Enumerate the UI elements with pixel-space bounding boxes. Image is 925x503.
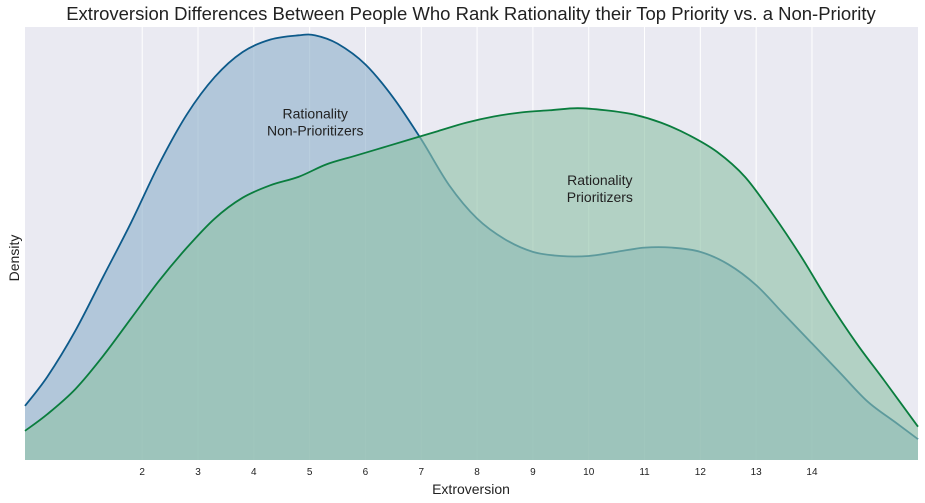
series-1-label: Rationality Prioritizers [567, 172, 633, 205]
series-0-label: Rationality Non-Prioritizers [267, 106, 363, 139]
annotations: Rationality Non-Prioritizers Rationality Pr… [267, 106, 633, 206]
x-tick-12: 12 [695, 467, 707, 478]
x-tick-11: 11 [639, 467, 650, 478]
x-tick-labels: 2 3 4 5 6 7 8 9 10 11 12 13 14 [139, 467, 818, 478]
x-tick-4: 4 [251, 467, 257, 478]
chart-title: Extroversion Differences Between People … [66, 3, 876, 24]
x-tick-2: 2 [139, 467, 145, 478]
x-axis-label: Extroversion [432, 481, 510, 497]
x-tick-9: 9 [530, 467, 536, 478]
y-axis-label: Density [6, 235, 22, 282]
series-1-line [24, 107, 919, 432]
x-tick-8: 8 [474, 467, 480, 478]
x-tick-7: 7 [418, 467, 424, 478]
x-tick-14: 14 [806, 467, 818, 478]
x-tick-5: 5 [307, 467, 313, 478]
x-tick-3: 3 [195, 467, 201, 478]
series-1-fill [25, 108, 918, 460]
density-areas [24, 33, 919, 460]
x-tick-6: 6 [363, 467, 369, 478]
x-tick-10: 10 [583, 467, 595, 478]
x-tick-13: 13 [751, 467, 763, 478]
